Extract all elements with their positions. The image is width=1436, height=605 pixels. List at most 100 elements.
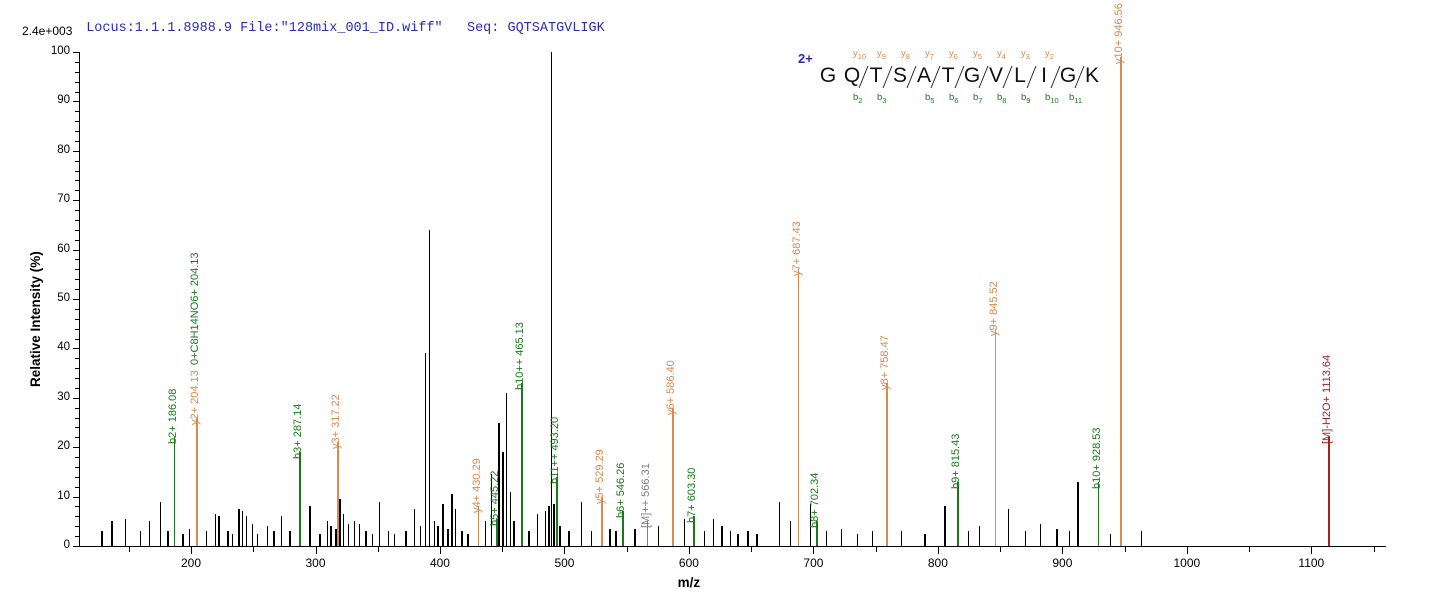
y-tick — [75, 210, 79, 212]
x-tick — [128, 547, 130, 552]
residue-i-9: I — [1041, 64, 1047, 87]
y-tick-label: 60 — [57, 242, 70, 255]
y-tick — [75, 368, 79, 370]
y-tick — [75, 239, 79, 241]
spectrum-peak — [703, 531, 706, 546]
spectrum-peak — [289, 531, 291, 546]
spectrum-peak — [505, 392, 508, 546]
fragment-ion-y3: y3 — [1021, 48, 1030, 61]
x-tick — [813, 547, 815, 554]
spectrum-peak — [182, 533, 184, 546]
y-tick-label: 30 — [57, 390, 70, 403]
spectrum-peak — [188, 528, 190, 546]
spectrum-peak — [809, 504, 812, 546]
annotated-peak — [797, 269, 800, 546]
peak-label: b11++ 493.20 — [548, 416, 561, 484]
fragment-ion-y10: y10 — [853, 48, 867, 61]
x-tick — [1311, 547, 1313, 554]
spectrum-peak — [502, 452, 504, 546]
spectrum-peak — [559, 526, 561, 546]
peak-label: b8+ 702.34 — [809, 472, 822, 529]
y-tick-label: 100 — [50, 45, 70, 57]
spectrum-peak — [437, 526, 439, 546]
x-tick — [564, 547, 566, 554]
spectrum-peak — [498, 422, 500, 546]
fragment-ion-b5: b5 — [925, 92, 935, 105]
annotated-peak — [622, 511, 624, 546]
spectrum-peak — [924, 533, 926, 546]
spectrum-peak — [978, 526, 981, 546]
y-tick — [75, 91, 79, 93]
y-tick — [73, 249, 79, 251]
x-axis-title: m/z — [677, 575, 701, 590]
annotated-peak — [496, 518, 498, 546]
spectrum-peak — [1025, 531, 1027, 546]
y-tick — [75, 338, 79, 340]
y-tick-label: 90 — [57, 94, 70, 107]
annotated-peak — [994, 328, 997, 546]
x-tick-label: 1100 — [1298, 556, 1325, 570]
y-tick — [75, 476, 79, 478]
annotated-peak — [196, 417, 198, 546]
spectrum-peak — [756, 533, 758, 546]
spectrum-peak — [232, 533, 234, 546]
spectrum-peak — [871, 531, 874, 546]
spectrum-peak — [491, 474, 493, 546]
fragment-ion-b10: b10 — [1045, 92, 1059, 105]
residue-v-7: V — [988, 64, 1003, 87]
y-tick — [75, 506, 79, 508]
spectrum-peak — [712, 518, 714, 546]
x-tick — [688, 547, 690, 554]
spectrum-peak — [393, 533, 396, 546]
spectrum-peak — [148, 521, 151, 546]
spectrum-peak — [900, 531, 902, 546]
spectrum-peak — [1056, 528, 1058, 546]
y-tick — [75, 279, 79, 281]
spectrum-peak — [425, 353, 427, 546]
peak-label: [M]-H2O+ 1113.64 — [1321, 355, 1334, 445]
spectrum-peak — [238, 508, 240, 546]
y-tick — [75, 259, 79, 261]
spectrum-peak — [442, 504, 444, 546]
spectrum-peak — [1039, 523, 1042, 546]
y-tick — [75, 81, 79, 83]
y-tick — [73, 200, 79, 202]
x-tick — [626, 547, 628, 552]
y-tick — [75, 437, 79, 439]
spectrum-peak — [615, 531, 617, 546]
y-tick — [75, 387, 79, 389]
spectrum-peak — [580, 501, 583, 546]
y-tick — [75, 131, 79, 133]
x-tick-label: 400 — [429, 556, 450, 570]
spectrum-peak — [590, 531, 592, 546]
spectrum-peak — [218, 516, 220, 546]
y-tick — [75, 121, 79, 123]
fragment-ion-b7: b7 — [973, 92, 983, 105]
fragment-ion-b2: b2 — [853, 92, 863, 105]
spectrum-peak — [548, 506, 550, 546]
y-tick-label: 40 — [57, 341, 70, 354]
residue-t-2: T — [869, 64, 883, 87]
residue-g-0: G — [819, 64, 837, 87]
x-tick — [315, 547, 317, 554]
spectrum-peak — [273, 531, 275, 546]
x-tick-label: 900 — [1052, 556, 1073, 570]
y-tick — [75, 269, 79, 271]
x-tick — [1124, 547, 1126, 552]
spectrum-peak — [214, 513, 217, 546]
x-tick-label: 800 — [927, 556, 948, 570]
y-tick-label: 50 — [57, 292, 70, 304]
precursor-charge-label: 2+ — [798, 51, 813, 66]
residue-g-6: G — [963, 64, 981, 87]
y-tick — [75, 229, 79, 231]
spectrum-peak — [944, 506, 946, 546]
y-tick-label: 10 — [57, 489, 70, 502]
spectrum-peaks: b2+ 186.08 y2+ 204.13 0+C8H14NO6+ 204.13 b3… — [79, 3, 1386, 546]
spectrum-peak — [101, 531, 103, 546]
y-tick — [75, 180, 79, 182]
annotated-peak — [299, 452, 302, 546]
fragment-ion-y4: y4 — [997, 48, 1006, 61]
x-tick-label: 500 — [554, 556, 575, 570]
residue-g-10: G — [1059, 64, 1077, 87]
